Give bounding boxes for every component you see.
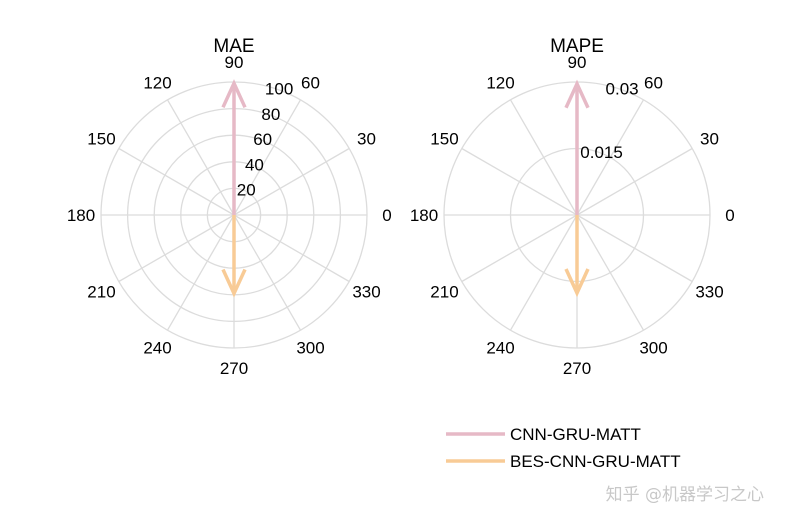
r-tick-label: 0.03: [606, 80, 639, 99]
r-tick-label: 80: [261, 105, 280, 124]
r-tick-label: 0.015: [580, 143, 623, 162]
arrow-cnn-gru-matt: [564, 79, 590, 215]
theta-tick-label: 300: [639, 339, 667, 358]
chart-title: MAE: [213, 36, 254, 57]
theta-tick-label: 120: [143, 73, 171, 92]
grid-spoke: [166, 99, 235, 216]
grid-spoke: [576, 214, 693, 283]
theta-tick-label: 270: [563, 359, 591, 378]
grid-spoke: [576, 99, 645, 216]
theta-tick-label: 300: [296, 339, 324, 358]
arrow-head: [564, 268, 590, 298]
theta-tick-label: 150: [430, 130, 458, 149]
theta-tick-label: 0: [725, 206, 734, 225]
legend-label: BES-CNN-GRU-MATT: [510, 452, 681, 471]
r-tick-label: 40: [245, 155, 264, 174]
theta-tick-label: 270: [220, 359, 248, 378]
grid-spoke: [461, 214, 578, 283]
legend-label: CNN-GRU-MATT: [510, 425, 641, 444]
grid-spoke: [118, 147, 235, 216]
legend: CNN-GRU-MATT BES-CNN-GRU-MATT: [446, 425, 681, 471]
grid-spoke: [233, 214, 350, 283]
grid-spoke: [461, 147, 578, 216]
theta-tick-label: 210: [87, 283, 115, 302]
grid-spoke: [233, 99, 302, 216]
arrow-cnn-gru-matt: [221, 79, 247, 215]
theta-tick-label: 30: [357, 130, 376, 149]
polar-axes-mae: 0 30 60 90 120 150 180 210 240 270 300 330 20 40 60 80 1…: [67, 36, 392, 378]
theta-tick-label: 30: [700, 130, 719, 149]
theta-tick-label: 330: [695, 283, 723, 302]
theta-tick-label: 90: [568, 53, 587, 72]
theta-tick-label: 240: [143, 339, 171, 358]
grid-spoke: [118, 214, 235, 283]
theta-tick-label: 60: [644, 73, 663, 92]
theta-tick-label: 0: [382, 206, 391, 225]
chart-title: MAPE: [550, 36, 604, 57]
theta-tick-label: 180: [410, 206, 438, 225]
arrow-head: [564, 79, 590, 109]
grid-spoke: [233, 147, 350, 216]
theta-tick-label: 330: [352, 283, 380, 302]
arrow-bes-cnn-gru-matt: [564, 215, 590, 298]
r-tick-label: 100: [265, 80, 293, 99]
watermark: 知乎 @机器学习之心: [605, 485, 764, 505]
grid-spoke: [509, 99, 578, 216]
polar-axes-mape: 0 30 60 90 120 150 180 210 240 270 300 330 0.015 0.03…: [410, 36, 735, 378]
grid-spoke: [576, 214, 645, 331]
theta-tick-label: 90: [225, 53, 244, 72]
r-tick-label: 20: [237, 181, 256, 200]
theta-tick-label: 150: [87, 130, 115, 149]
arrow-head: [221, 79, 247, 109]
theta-tick-label: 180: [67, 206, 95, 225]
arrow-head: [221, 268, 247, 298]
grid-spoke: [166, 214, 235, 331]
grid-spoke: [233, 214, 302, 331]
grid-spoke: [576, 147, 693, 216]
arrow-bes-cnn-gru-matt: [221, 215, 247, 298]
theta-tick-label: 210: [430, 283, 458, 302]
r-tick-label: 60: [253, 130, 272, 149]
theta-tick-label: 60: [301, 73, 320, 92]
theta-tick-label: 240: [486, 339, 514, 358]
grid-spoke: [509, 214, 578, 331]
theta-tick-label: 120: [486, 73, 514, 92]
